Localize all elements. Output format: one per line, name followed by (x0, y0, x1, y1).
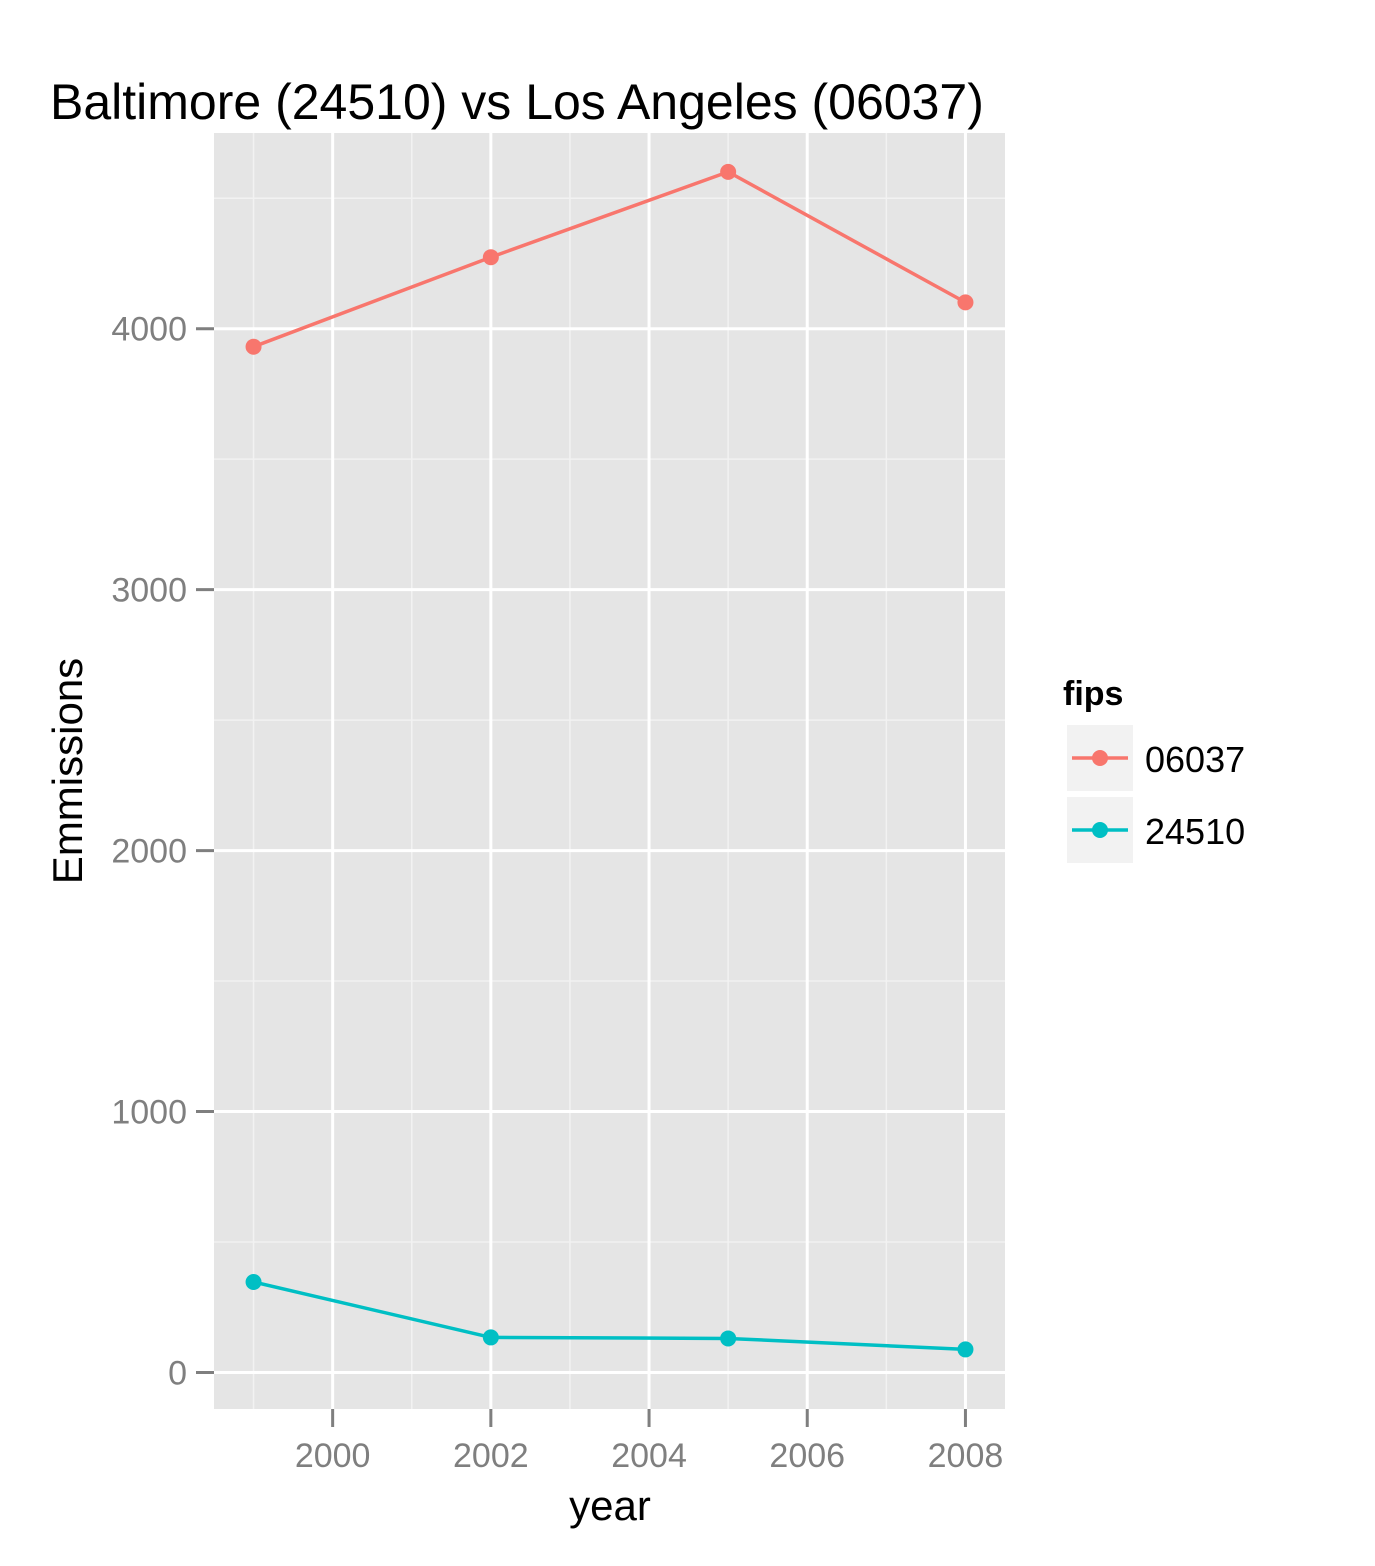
data-point-06037 (245, 338, 262, 355)
y-axis: 0 1000 2000 3000 4000 (111, 311, 214, 1392)
plot-panel (214, 133, 1005, 1409)
series-layer (245, 163, 974, 1358)
x-tick-label: 2004 (611, 1437, 687, 1475)
major-gridlines (214, 133, 1005, 1409)
x-tick-label: 2002 (453, 1437, 529, 1475)
y-tick-label: 3000 (111, 572, 187, 610)
legend-point-24510 (1092, 822, 1108, 838)
x-tick-label: 2006 (769, 1437, 845, 1475)
x-tick-label: 2000 (295, 1437, 371, 1475)
legend-label-06037: 06037 (1145, 739, 1245, 780)
y-tick-label: 4000 (111, 311, 187, 349)
data-point-24510 (482, 1329, 499, 1346)
data-point-24510 (720, 1330, 737, 1347)
data-point-06037 (720, 163, 737, 180)
legend-title: fips (1063, 675, 1123, 713)
series-line-24510 (253, 1280, 966, 1352)
data-point-06037 (482, 249, 499, 266)
x-tick-label: 2008 (928, 1437, 1004, 1475)
data-point-24510 (245, 1273, 262, 1290)
data-point-06037 (957, 294, 974, 311)
series-line-06037 (252, 170, 967, 349)
data-point-24510 (957, 1341, 974, 1358)
y-tick-label: 2000 (111, 833, 187, 871)
chart-title: Baltimore (24510) vs Los Angeles (06037) (50, 74, 984, 130)
x-axis: 2000 2002 2004 2006 2008 (295, 1409, 1003, 1475)
legend: fips 06037 24510 (1063, 675, 1245, 865)
legend-label-24510: 24510 (1145, 811, 1245, 852)
legend-point-06037 (1092, 750, 1108, 766)
y-axis-title: Emmissions (44, 658, 91, 884)
y-tick-label: 1000 (111, 1094, 187, 1132)
x-axis-title: year (569, 1482, 651, 1529)
y-tick-label: 0 (168, 1354, 187, 1392)
